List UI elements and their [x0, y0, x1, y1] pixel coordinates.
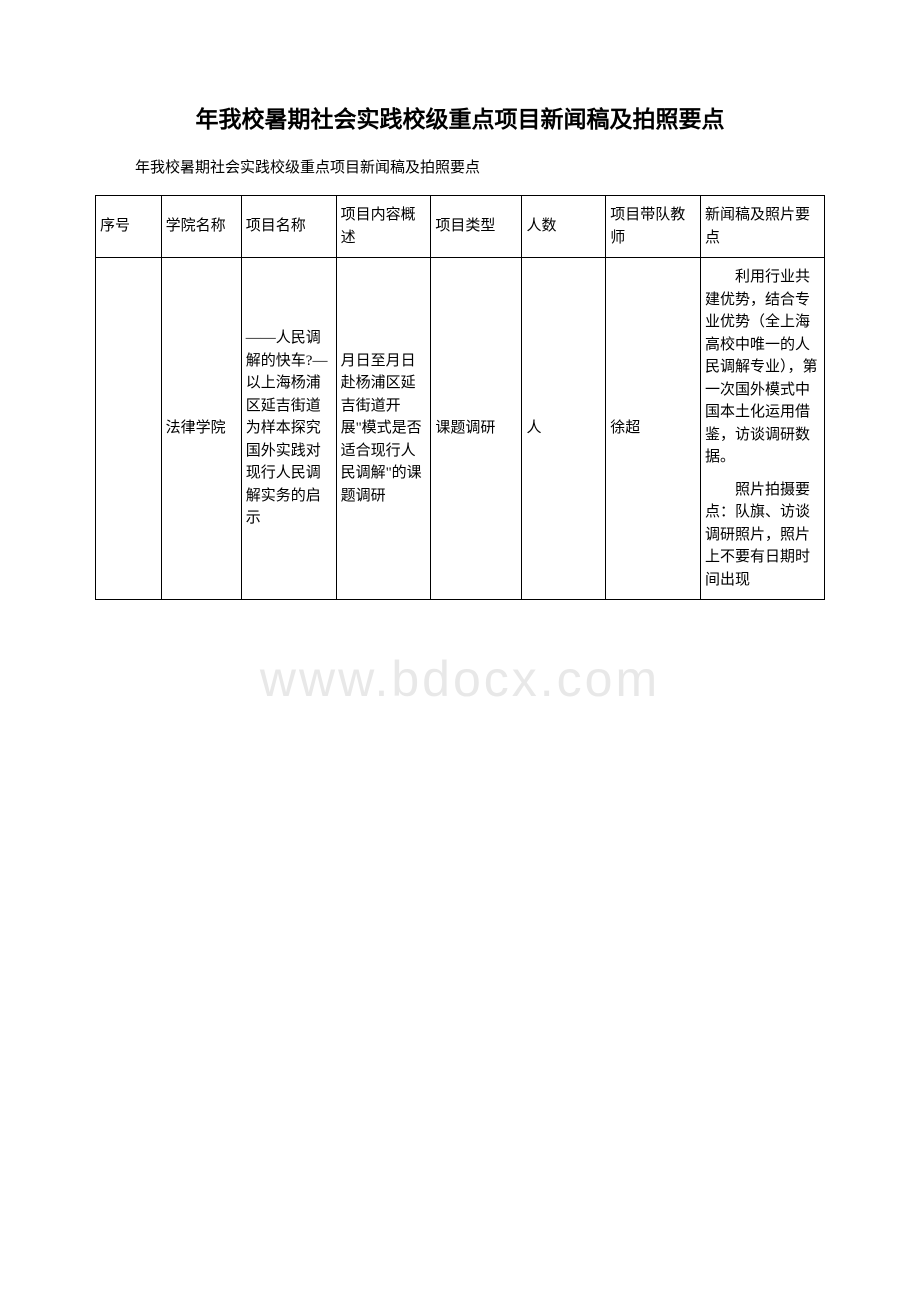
table-row: 法律学院 ——人民调解的快车?—以上海杨浦区延吉街道为样本探究国外实践对现行人民… — [96, 258, 825, 600]
header-college: 学院名称 — [161, 196, 241, 258]
cell-people-count: 人 — [522, 258, 606, 600]
header-people-count: 人数 — [522, 196, 606, 258]
watermark-text: www.bdocx.com — [260, 650, 660, 708]
cell-teacher: 徐超 — [606, 258, 701, 600]
header-project-type: 项目类型 — [431, 196, 522, 258]
header-project-desc: 项目内容概述 — [336, 196, 431, 258]
header-seq: 序号 — [96, 196, 162, 258]
cell-college: 法律学院 — [161, 258, 241, 600]
cell-notes: 利用行业共建优势，结合专业优势（全上海高校中唯一的人民调解专业），第一次国外模式… — [701, 258, 825, 600]
projects-table: 序号 学院名称 项目名称 项目内容概述 项目类型 人数 项目带队教师 新闻稿及照… — [95, 195, 825, 600]
page-subtitle: 年我校暑期社会实践校级重点项目新闻稿及拍照要点 — [95, 156, 825, 177]
header-project-name: 项目名称 — [241, 196, 336, 258]
header-teacher: 项目带队教师 — [606, 196, 701, 258]
cell-project-name: ——人民调解的快车?—以上海杨浦区延吉街道为样本探究国外实践对现行人民调解实务的… — [241, 258, 336, 600]
header-notes: 新闻稿及照片要点 — [701, 196, 825, 258]
table-header-row: 序号 学院名称 项目名称 项目内容概述 项目类型 人数 项目带队教师 新闻稿及照… — [96, 196, 825, 258]
cell-project-type: 课题调研 — [431, 258, 522, 600]
cell-project-desc: 月日至月日赴杨浦区延吉街道开展"模式是否适合现行人民调解"的课题调研 — [336, 258, 431, 600]
page-title: 年我校暑期社会实践校级重点项目新闻稿及拍照要点 — [95, 100, 825, 134]
cell-seq — [96, 258, 162, 600]
